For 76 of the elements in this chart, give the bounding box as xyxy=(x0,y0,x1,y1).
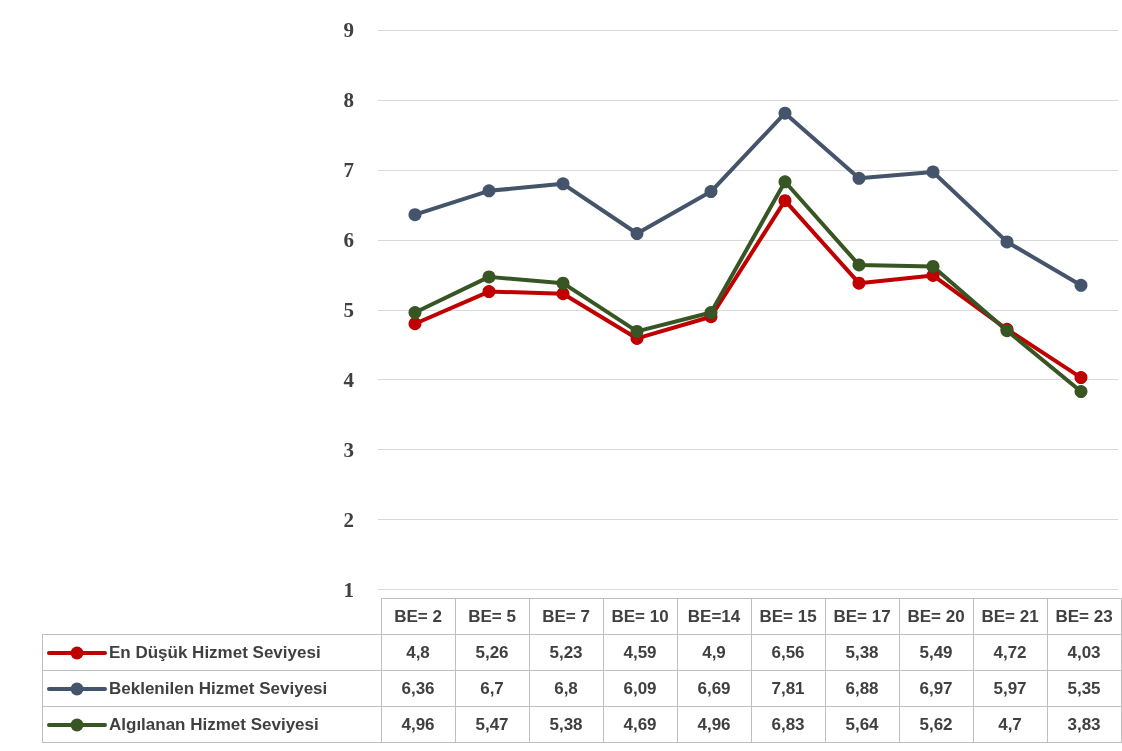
data-label: 3,83 xyxy=(1047,706,1121,743)
y-tick-label: 3 xyxy=(343,437,354,462)
data-label: 5,38 xyxy=(825,634,899,671)
data-label: 4,72 xyxy=(973,634,1047,671)
data-label: 5,64 xyxy=(825,706,899,743)
data-label: 6,69 xyxy=(677,670,751,707)
legend-label: Beklenilen Hizmet Seviyesi xyxy=(109,678,328,698)
point xyxy=(778,106,792,120)
y-tick-label: 8 xyxy=(343,87,354,112)
data-label: 4,96 xyxy=(677,706,751,743)
data-label: 6,7 xyxy=(455,670,529,707)
x-tick-label: BE= 5 xyxy=(455,598,529,635)
data-label: 5,35 xyxy=(1047,670,1121,707)
point xyxy=(408,208,422,222)
point xyxy=(704,185,718,199)
data-label: 6,56 xyxy=(751,634,825,671)
point xyxy=(482,285,496,299)
data-label: 4,03 xyxy=(1047,634,1121,671)
data-label: 5,62 xyxy=(899,706,973,743)
data-label: 6,83 xyxy=(751,706,825,743)
data-label: 6,8 xyxy=(529,670,603,707)
point xyxy=(482,184,496,198)
data-label: 6,88 xyxy=(825,670,899,707)
data-label: 6,36 xyxy=(381,670,455,707)
point xyxy=(630,324,644,338)
point xyxy=(926,259,940,273)
point xyxy=(852,171,866,185)
data-label: 5,23 xyxy=(529,634,603,671)
point xyxy=(1000,235,1014,249)
data-label: 4,96 xyxy=(381,706,455,743)
x-tick-label: BE=14 xyxy=(677,598,751,635)
x-tick-label: BE= 15 xyxy=(751,598,825,635)
data-label: 6,09 xyxy=(603,670,677,707)
point xyxy=(408,306,422,320)
x-tick-label: BE= 21 xyxy=(973,598,1047,635)
x-tick-label: BE= 7 xyxy=(529,598,603,635)
data-label: 4,9 xyxy=(677,634,751,671)
legend-label: En Düşük Hizmet Seviyesi xyxy=(109,642,321,662)
data-label: 6,97 xyxy=(899,670,973,707)
y-tick-label: 2 xyxy=(343,507,354,532)
point xyxy=(1074,385,1088,399)
point xyxy=(852,276,866,290)
point xyxy=(778,194,792,208)
data-label: 4,7 xyxy=(973,706,1047,743)
point xyxy=(556,177,570,191)
data-label: 7,81 xyxy=(751,670,825,707)
legend-label: Algılanan Hizmet Seviyesi xyxy=(109,714,319,734)
data-label: 5,97 xyxy=(973,670,1047,707)
point xyxy=(852,258,866,272)
x-tick-label: BE= 23 xyxy=(1047,598,1121,635)
x-tick-label: BE= 17 xyxy=(825,598,899,635)
data-label: 4,8 xyxy=(381,634,455,671)
point xyxy=(556,276,570,290)
x-tick-label: BE= 2 xyxy=(381,598,455,635)
data-label: 5,26 xyxy=(455,634,529,671)
x-tick-label: BE= 10 xyxy=(603,598,677,635)
point xyxy=(1074,278,1088,292)
data-label: 4,69 xyxy=(603,706,677,743)
y-tick-label: 9 xyxy=(343,18,354,42)
data-label: 5,38 xyxy=(529,706,603,743)
point xyxy=(704,306,718,320)
point xyxy=(482,270,496,284)
y-tick-label: 6 xyxy=(343,227,354,252)
point xyxy=(630,227,644,241)
point xyxy=(926,165,940,179)
y-tick-label: 1 xyxy=(343,577,354,602)
y-tick-label: 4 xyxy=(343,367,355,392)
data-label: 4,59 xyxy=(603,634,677,671)
y-tick-label: 5 xyxy=(343,297,354,322)
point xyxy=(778,175,792,189)
point xyxy=(408,317,422,331)
data-label: 5,47 xyxy=(455,706,529,743)
x-tick-label: BE= 20 xyxy=(899,598,973,635)
point xyxy=(1074,371,1088,385)
y-tick-label: 7 xyxy=(343,157,354,182)
data-label: 5,49 xyxy=(899,634,973,671)
